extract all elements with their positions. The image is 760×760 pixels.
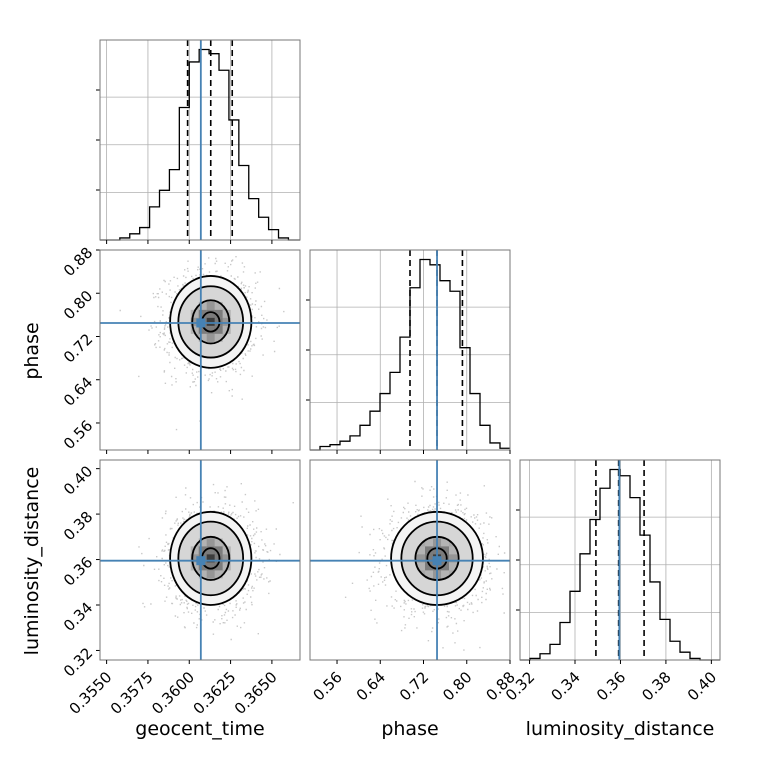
density-cell bbox=[190, 562, 199, 571]
density-cell bbox=[425, 554, 434, 563]
density-cell bbox=[198, 546, 207, 555]
density-cell bbox=[214, 325, 223, 334]
density-cell bbox=[222, 317, 231, 326]
density-cell bbox=[206, 538, 215, 547]
panel-frame bbox=[309, 249, 511, 451]
density-cell bbox=[206, 317, 215, 326]
y-axis-title-phase: phase bbox=[21, 322, 43, 379]
density-cell bbox=[198, 570, 207, 579]
panel-phase-vs-phase bbox=[306, 249, 511, 454]
density-cell bbox=[425, 538, 434, 547]
density-cell bbox=[214, 562, 223, 571]
density-cell bbox=[206, 546, 215, 555]
density-cell bbox=[190, 317, 199, 326]
density-cell bbox=[214, 546, 223, 555]
contour-level-1 bbox=[191, 299, 231, 345]
truth-marker bbox=[196, 556, 206, 566]
panel-content bbox=[310, 460, 510, 660]
density-cell bbox=[449, 546, 458, 555]
density-cell bbox=[441, 546, 450, 555]
panel-frame bbox=[99, 459, 301, 661]
density-cell bbox=[190, 554, 199, 563]
density-cell bbox=[441, 538, 450, 547]
density-cell bbox=[449, 554, 458, 563]
panel-luminosity_distance-vs-phase: 0.56 0.64 0.72 0.80 0.88 bbox=[309, 459, 519, 704]
density-cell bbox=[198, 538, 207, 547]
density-cell bbox=[190, 309, 199, 318]
scatter-samples bbox=[138, 483, 294, 641]
density-cell bbox=[198, 333, 207, 342]
density-cell bbox=[206, 562, 215, 571]
contour-level-1 bbox=[191, 535, 231, 581]
density-cell bbox=[441, 554, 450, 563]
density-cell bbox=[206, 554, 215, 563]
density-cell bbox=[425, 570, 434, 579]
density-cell bbox=[190, 325, 199, 334]
panel-frame bbox=[99, 39, 301, 241]
density-cell bbox=[417, 554, 426, 563]
density-cell bbox=[417, 562, 426, 571]
density-cell bbox=[222, 562, 231, 571]
density-cell bbox=[214, 570, 223, 579]
density-cell bbox=[449, 562, 458, 571]
density-cell bbox=[222, 554, 231, 563]
density-cell bbox=[198, 301, 207, 310]
contour-level-3 bbox=[169, 275, 253, 369]
panel-content bbox=[100, 460, 300, 660]
density-cell bbox=[441, 562, 450, 571]
density-cell bbox=[198, 325, 207, 334]
density-cell bbox=[425, 562, 434, 571]
y-axis-title-luminosity-distance: luminosity_distance bbox=[21, 467, 43, 656]
density-cell bbox=[441, 570, 450, 579]
x-axis-title-phase: phase bbox=[381, 718, 438, 740]
truth-marker bbox=[432, 556, 442, 566]
contour-level-2 bbox=[177, 285, 245, 359]
density-cell bbox=[206, 325, 215, 334]
density-cell bbox=[417, 546, 426, 555]
panel-frame bbox=[99, 249, 301, 451]
density-cell bbox=[214, 301, 223, 310]
density-cell bbox=[206, 309, 215, 318]
panel-content bbox=[100, 250, 300, 450]
panel-geocent_time-vs-geocent_time bbox=[96, 39, 301, 244]
histogram-geocent_time bbox=[100, 48, 300, 241]
density-cell bbox=[222, 325, 231, 334]
density-cell bbox=[214, 538, 223, 547]
panel-frame bbox=[309, 459, 511, 661]
density-cell bbox=[425, 546, 434, 555]
contour-level-2 bbox=[177, 520, 245, 597]
truth-marker bbox=[196, 318, 206, 328]
density-cell bbox=[222, 546, 231, 555]
density-cell bbox=[214, 309, 223, 318]
contour-level-3 bbox=[169, 510, 253, 606]
density-cell bbox=[206, 570, 215, 579]
density-cell bbox=[190, 546, 199, 555]
density-cell bbox=[198, 562, 207, 571]
density-cell bbox=[222, 309, 231, 318]
density-cell bbox=[198, 309, 207, 318]
density-cell bbox=[206, 333, 215, 342]
x-axis-title-geocent-time: geocent_time bbox=[135, 718, 264, 740]
density-cell bbox=[214, 333, 223, 342]
x-axis-title-luminosity-distance: luminosity_distance bbox=[526, 718, 715, 740]
density-cell bbox=[206, 301, 215, 310]
